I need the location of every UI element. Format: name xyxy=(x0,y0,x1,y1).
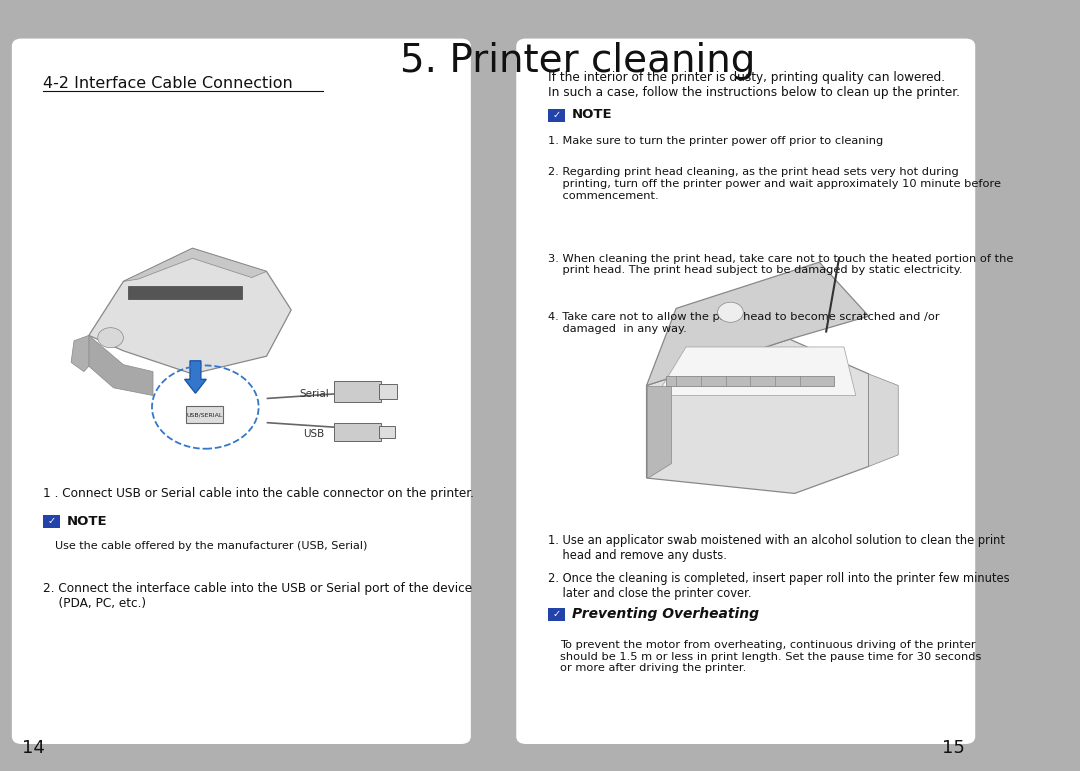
Text: 1 . Connect USB or Serial cable into the cable connector on the printer.: 1 . Connect USB or Serial cable into the… xyxy=(43,487,474,500)
Text: 2. Connect the interface cable into the USB or Serial port of the device
    (PD: 2. Connect the interface cable into the … xyxy=(43,582,473,610)
Polygon shape xyxy=(868,374,899,466)
Text: If the interior of the printer is dusty, printing quality can lowered.
In such a: If the interior of the printer is dusty,… xyxy=(548,71,960,99)
FancyBboxPatch shape xyxy=(516,39,975,744)
Text: 14: 14 xyxy=(22,739,44,757)
Text: 5. Printer cleaning: 5. Printer cleaning xyxy=(400,42,755,80)
Text: ✓: ✓ xyxy=(552,609,561,618)
Text: NOTE: NOTE xyxy=(571,109,612,121)
FancyBboxPatch shape xyxy=(12,39,471,744)
Text: Preventing Overheating: Preventing Overheating xyxy=(571,607,758,621)
Text: To prevent the motor from overheating, continuous driving of the printer
should : To prevent the motor from overheating, c… xyxy=(559,640,981,673)
Bar xyxy=(334,381,381,402)
Bar xyxy=(379,384,396,399)
Text: 1. Use an applicator swab moistened with an alcohol solution to clean the print
: 1. Use an applicator swab moistened with… xyxy=(548,534,1004,561)
Text: Serial: Serial xyxy=(299,389,328,399)
Text: USB: USB xyxy=(303,429,324,439)
Circle shape xyxy=(717,302,743,322)
Text: 1. Make sure to turn the printer power off prior to cleaning: 1. Make sure to turn the printer power o… xyxy=(548,136,883,146)
Text: 4-2 Interface Cable Connection: 4-2 Interface Cable Connection xyxy=(43,76,293,90)
Text: ✓: ✓ xyxy=(552,110,561,120)
Text: ✓: ✓ xyxy=(48,517,56,526)
Bar xyxy=(666,376,834,386)
Polygon shape xyxy=(89,248,292,374)
Polygon shape xyxy=(647,262,868,386)
Polygon shape xyxy=(71,335,89,372)
Text: 3. When cleaning the print head, take care not to touch the heated portion of th: 3. When cleaning the print head, take ca… xyxy=(548,254,1013,275)
Bar xyxy=(129,286,242,299)
Bar xyxy=(548,109,565,122)
Bar xyxy=(334,423,381,441)
Text: USB/SERIAL: USB/SERIAL xyxy=(186,412,222,417)
Polygon shape xyxy=(89,335,153,396)
Text: 2. Regarding print head cleaning, as the print head sets very hot during
    pri: 2. Regarding print head cleaning, as the… xyxy=(548,167,1001,200)
Text: 2. Once the cleaning is completed, insert paper roll into the printer few minute: 2. Once the cleaning is completed, inser… xyxy=(548,572,1010,600)
Polygon shape xyxy=(647,339,868,493)
Polygon shape xyxy=(647,386,672,478)
Bar xyxy=(43,515,60,528)
Text: Use the cable offered by the manufacturer (USB, Serial): Use the cable offered by the manufacture… xyxy=(55,541,367,551)
Bar xyxy=(548,608,565,621)
Polygon shape xyxy=(123,248,267,281)
Text: 4. Take care not to allow the print head to become scratched and /or
    damaged: 4. Take care not to allow the print head… xyxy=(548,312,940,334)
Bar xyxy=(379,426,395,438)
Circle shape xyxy=(97,328,123,348)
FancyArrow shape xyxy=(185,361,206,393)
Polygon shape xyxy=(657,347,855,396)
Text: 15: 15 xyxy=(943,739,966,757)
Bar xyxy=(186,406,224,423)
Text: NOTE: NOTE xyxy=(67,515,108,527)
